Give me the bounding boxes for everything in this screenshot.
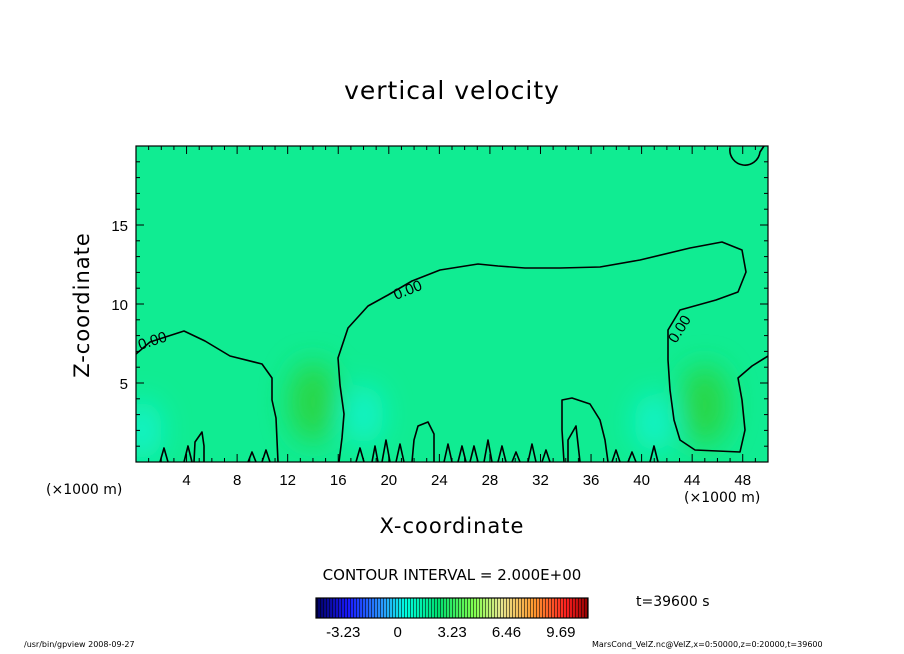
x-tick-label: 28 [482, 472, 499, 489]
updraft-region [288, 361, 337, 442]
x-unit-label-right: (×1000 m) [684, 490, 761, 506]
chart-title: vertical velocity [344, 76, 560, 105]
y-tick-label: 15 [111, 218, 128, 235]
colorbar-stripes [316, 598, 588, 618]
footer-left: /usr/bin/gpview 2008-09-27 [24, 640, 135, 649]
y-tick-label: 5 [120, 376, 128, 393]
colorbar-tick-label: 9.69 [546, 624, 575, 641]
x-tick-label: 36 [583, 472, 600, 489]
contour-label-group: 0.00 0.00 0.00 [136, 277, 695, 354]
x-tick-label: 20 [380, 472, 397, 489]
colorbar-tick-label: 6.46 [492, 624, 521, 641]
x-tick-label: 48 [734, 472, 751, 489]
colorbar-tick-label: 0 [394, 624, 402, 641]
contour-interval-text: CONTOUR INTERVAL = 2.000E+00 [322, 566, 582, 584]
x-tick-label: 24 [431, 472, 448, 489]
axis-ticks [136, 146, 768, 462]
downdraft-region [136, 400, 163, 461]
time-label: t=39600 s [636, 594, 710, 610]
x-tick-label: 40 [633, 472, 650, 489]
updraft-region [680, 365, 729, 446]
y-tick-labels: 5 10 15 [111, 218, 128, 393]
x-tick-labels: 4 8 12 16 20 24 28 32 36 40 44 48 [182, 472, 751, 489]
x-tick-label: 12 [279, 472, 296, 489]
x-tick-label: 8 [233, 472, 241, 489]
colorbar-frame [315, 597, 589, 619]
x-tick-label: 4 [182, 472, 190, 489]
y-tick-label: 10 [111, 297, 128, 314]
colorbar: -3.23 0 3.23 6.46 9.69 [315, 597, 589, 641]
x-unit-label-left: (×1000 m) [46, 482, 123, 498]
contour-lines [136, 146, 768, 462]
y-axis-label: Z-coordinate [70, 232, 94, 378]
colorbar-tick-label: 3.23 [437, 624, 466, 641]
plot-field [136, 146, 768, 462]
colorbar-tick-labels: -3.23 0 3.23 6.46 9.69 [326, 624, 575, 641]
downdraft-region [634, 392, 675, 453]
x-tick-label: 16 [330, 472, 347, 489]
x-tick-label: 32 [532, 472, 549, 489]
colorbar-tick-label: -3.23 [326, 624, 360, 641]
footer-right: MarsCond_VelZ.nc@VelZ,x=0:50000,z=0:2000… [592, 640, 823, 649]
downdraft-region [343, 384, 384, 445]
x-axis-label: X-coordinate [379, 514, 525, 538]
x-tick-label: 44 [684, 472, 701, 489]
